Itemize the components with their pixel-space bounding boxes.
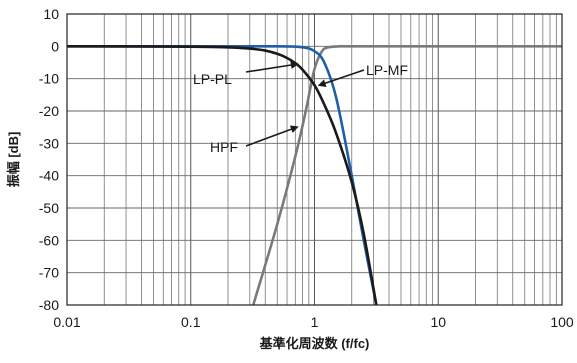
x-tick-label: 0.1	[181, 314, 201, 330]
y-tick-label: -20	[39, 103, 59, 119]
y-tick-label: -30	[39, 135, 59, 151]
annotation-arrow	[245, 61, 299, 73]
y-axis-title: 振幅 [dB]	[6, 132, 21, 188]
y-tick-label: 0	[51, 38, 59, 54]
annotation-label: LP-PL	[193, 71, 232, 87]
annotation-arrow	[245, 125, 299, 147]
y-tick-label: -60	[39, 232, 59, 248]
x-tick-label: 1	[311, 314, 319, 330]
annotation-label: HPF	[210, 139, 238, 155]
y-tick-label: -70	[39, 265, 59, 281]
plot-frame	[66, 13, 563, 306]
grid	[66, 13, 562, 306]
y-tick-label: -40	[39, 168, 59, 184]
y-tick-label: -50	[39, 200, 59, 216]
annotation-arrow	[317, 69, 365, 87]
x-tick-label: 100	[550, 314, 574, 330]
x-axis-title: 基準化周波数 (f/fc)	[259, 336, 370, 351]
y-tick-label: -80	[39, 297, 59, 313]
x-tick-label: 10	[430, 314, 446, 330]
annotation-label: LP-MF	[366, 62, 408, 78]
annotations: LP-PL LP-MF HPF	[193, 61, 408, 155]
x-tick-label: 0.01	[53, 314, 80, 330]
y-tick-label: -10	[39, 71, 59, 87]
y-tick-label: 10	[43, 6, 59, 22]
series-line-hpf	[252, 44, 562, 306]
